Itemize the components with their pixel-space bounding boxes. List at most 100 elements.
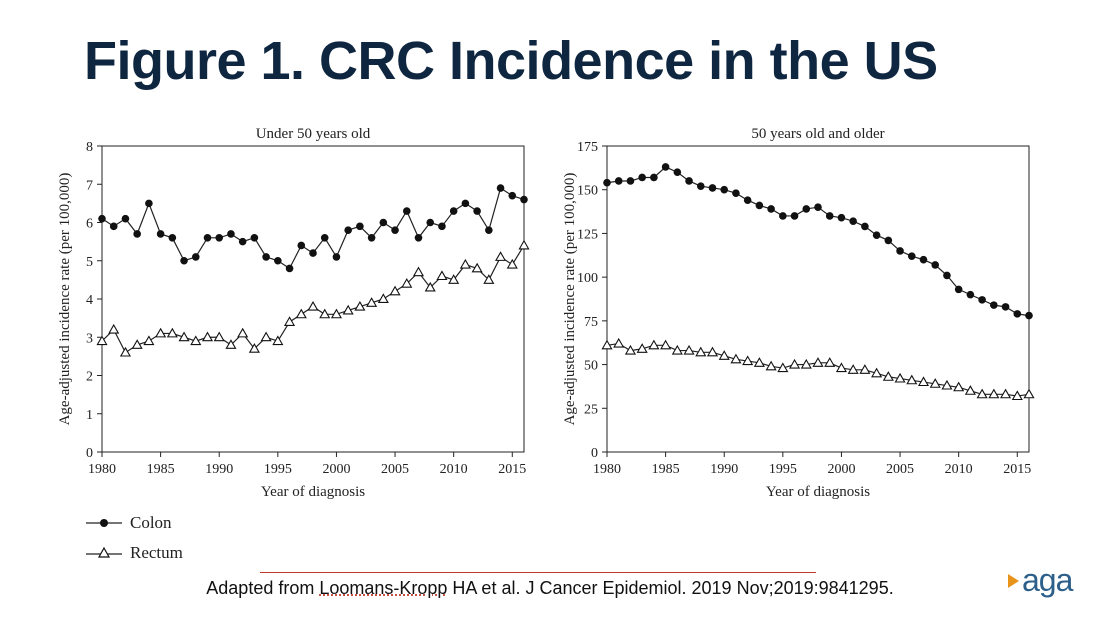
data-point-colon [98,214,106,223]
data-point-rectum [272,335,284,346]
y-tick-label: 75 [584,315,598,330]
data-point-colon [849,217,857,225]
data-point-colon [661,163,670,171]
data-point-rectum [800,358,812,369]
data-point-rectum [988,388,1000,399]
data-point-colon [814,203,822,211]
data-point-colon [250,234,259,242]
data-point-colon [896,247,904,255]
data-point-colon [626,177,635,185]
x-tick-label: 2000 [827,462,855,477]
data-point-colon [790,212,799,220]
citation-prefix: Adapted from [206,578,320,598]
data-point-rectum [143,335,155,346]
y-tick-label: 3 [86,331,93,346]
data-point-rectum [706,346,719,357]
data-point-rectum [295,308,307,319]
data-point-rectum [201,331,214,342]
x-tick-label: 2010 [440,462,468,477]
data-point-colon [696,182,705,191]
data-point-rectum [882,371,894,381]
data-point-rectum [648,339,660,350]
y-tick-label: 125 [577,227,598,242]
plot-frame [101,145,525,453]
data-point-colon [966,290,975,299]
data-point-rectum [695,346,707,357]
y-tick-label: 6 [86,217,93,232]
data-point-colon [825,212,834,220]
data-point-rectum [1023,388,1035,399]
data-point-colon [379,218,388,227]
citation-author-link[interactable]: Loomans-Kropp [319,578,448,598]
data-point-colon [238,237,247,246]
data-point-rectum [730,353,742,364]
citation-rest: HA et al. J Cancer Epidemiol. 2019 Nov;2… [447,578,894,598]
data-point-colon [309,249,317,257]
data-point-colon [332,253,341,261]
x-tick-label: 2005 [886,462,914,477]
data-point-colon [603,178,611,187]
data-point-rectum [613,337,625,348]
data-point-colon [732,189,740,198]
data-point-rectum [377,293,389,303]
data-point-rectum [131,339,143,349]
data-point-colon [145,199,153,208]
slide-title: Figure 1. CRC Incidence in the US [84,31,938,91]
data-point-rectum [248,343,260,353]
data-point-colon [344,226,352,234]
x-tick-label: 1980 [88,462,116,477]
data-point-rectum [495,251,507,261]
legend-item-colon: Colon [86,508,183,538]
data-point-rectum [660,339,672,350]
data-point-colon [943,271,951,280]
data-point-rectum [683,344,695,355]
data-point-rectum [471,262,483,273]
data-point-colon [508,191,517,200]
data-point-colon [837,213,846,222]
data-point-rectum [459,258,471,269]
y-tick-label: 5 [86,255,93,270]
data-point-colon [743,196,752,205]
y-tick-label: 4 [86,293,93,308]
data-point-colon [767,205,775,213]
series-line-colon [606,166,1030,317]
data-point-rectum [225,339,237,349]
legend-label-colon: Colon [130,513,172,532]
data-point-rectum [518,239,530,250]
data-point-rectum [941,379,953,390]
data-point-colon [884,236,893,245]
data-point-rectum [424,281,436,292]
data-point-colon [638,173,646,182]
data-point-rectum [401,277,413,288]
data-point-rectum [190,335,202,346]
data-point-rectum [859,364,871,374]
data-point-rectum [601,339,613,350]
x-tick-label: 2015 [1003,462,1031,477]
y-axis-label: Age-adjusted incidence rate (per 100,000… [562,173,578,426]
data-point-colon [297,241,306,250]
y-tick-label: 50 [584,359,598,374]
data-point-colon [414,234,423,242]
data-point-colon [931,261,940,269]
data-point-colon [320,234,329,242]
chart-50-and-older: 50 years old and older Year of diagnosis A… [562,126,1035,500]
data-point-colon [262,253,270,261]
data-point-colon [391,226,399,234]
data-point-colon [872,231,881,239]
chart-under-50: Under 50 years old Year of diagnosis Age-a… [57,126,530,500]
data-point-rectum [847,364,859,374]
data-point-rectum [906,374,918,385]
data-point-rectum [1000,388,1012,399]
citation-divider [260,572,816,573]
data-point-rectum [178,331,190,342]
data-point-colon [520,195,528,204]
data-point-rectum [636,343,648,353]
data-point-colon [402,207,411,215]
data-point-rectum [366,297,378,307]
filled-circle-marker-icon [86,519,122,527]
data-point-rectum [671,344,683,355]
x-axis-label: Year of diagnosis [766,484,870,500]
data-point-rectum [319,308,331,319]
data-point-rectum [307,300,319,311]
x-tick-label: 1990 [710,462,738,477]
